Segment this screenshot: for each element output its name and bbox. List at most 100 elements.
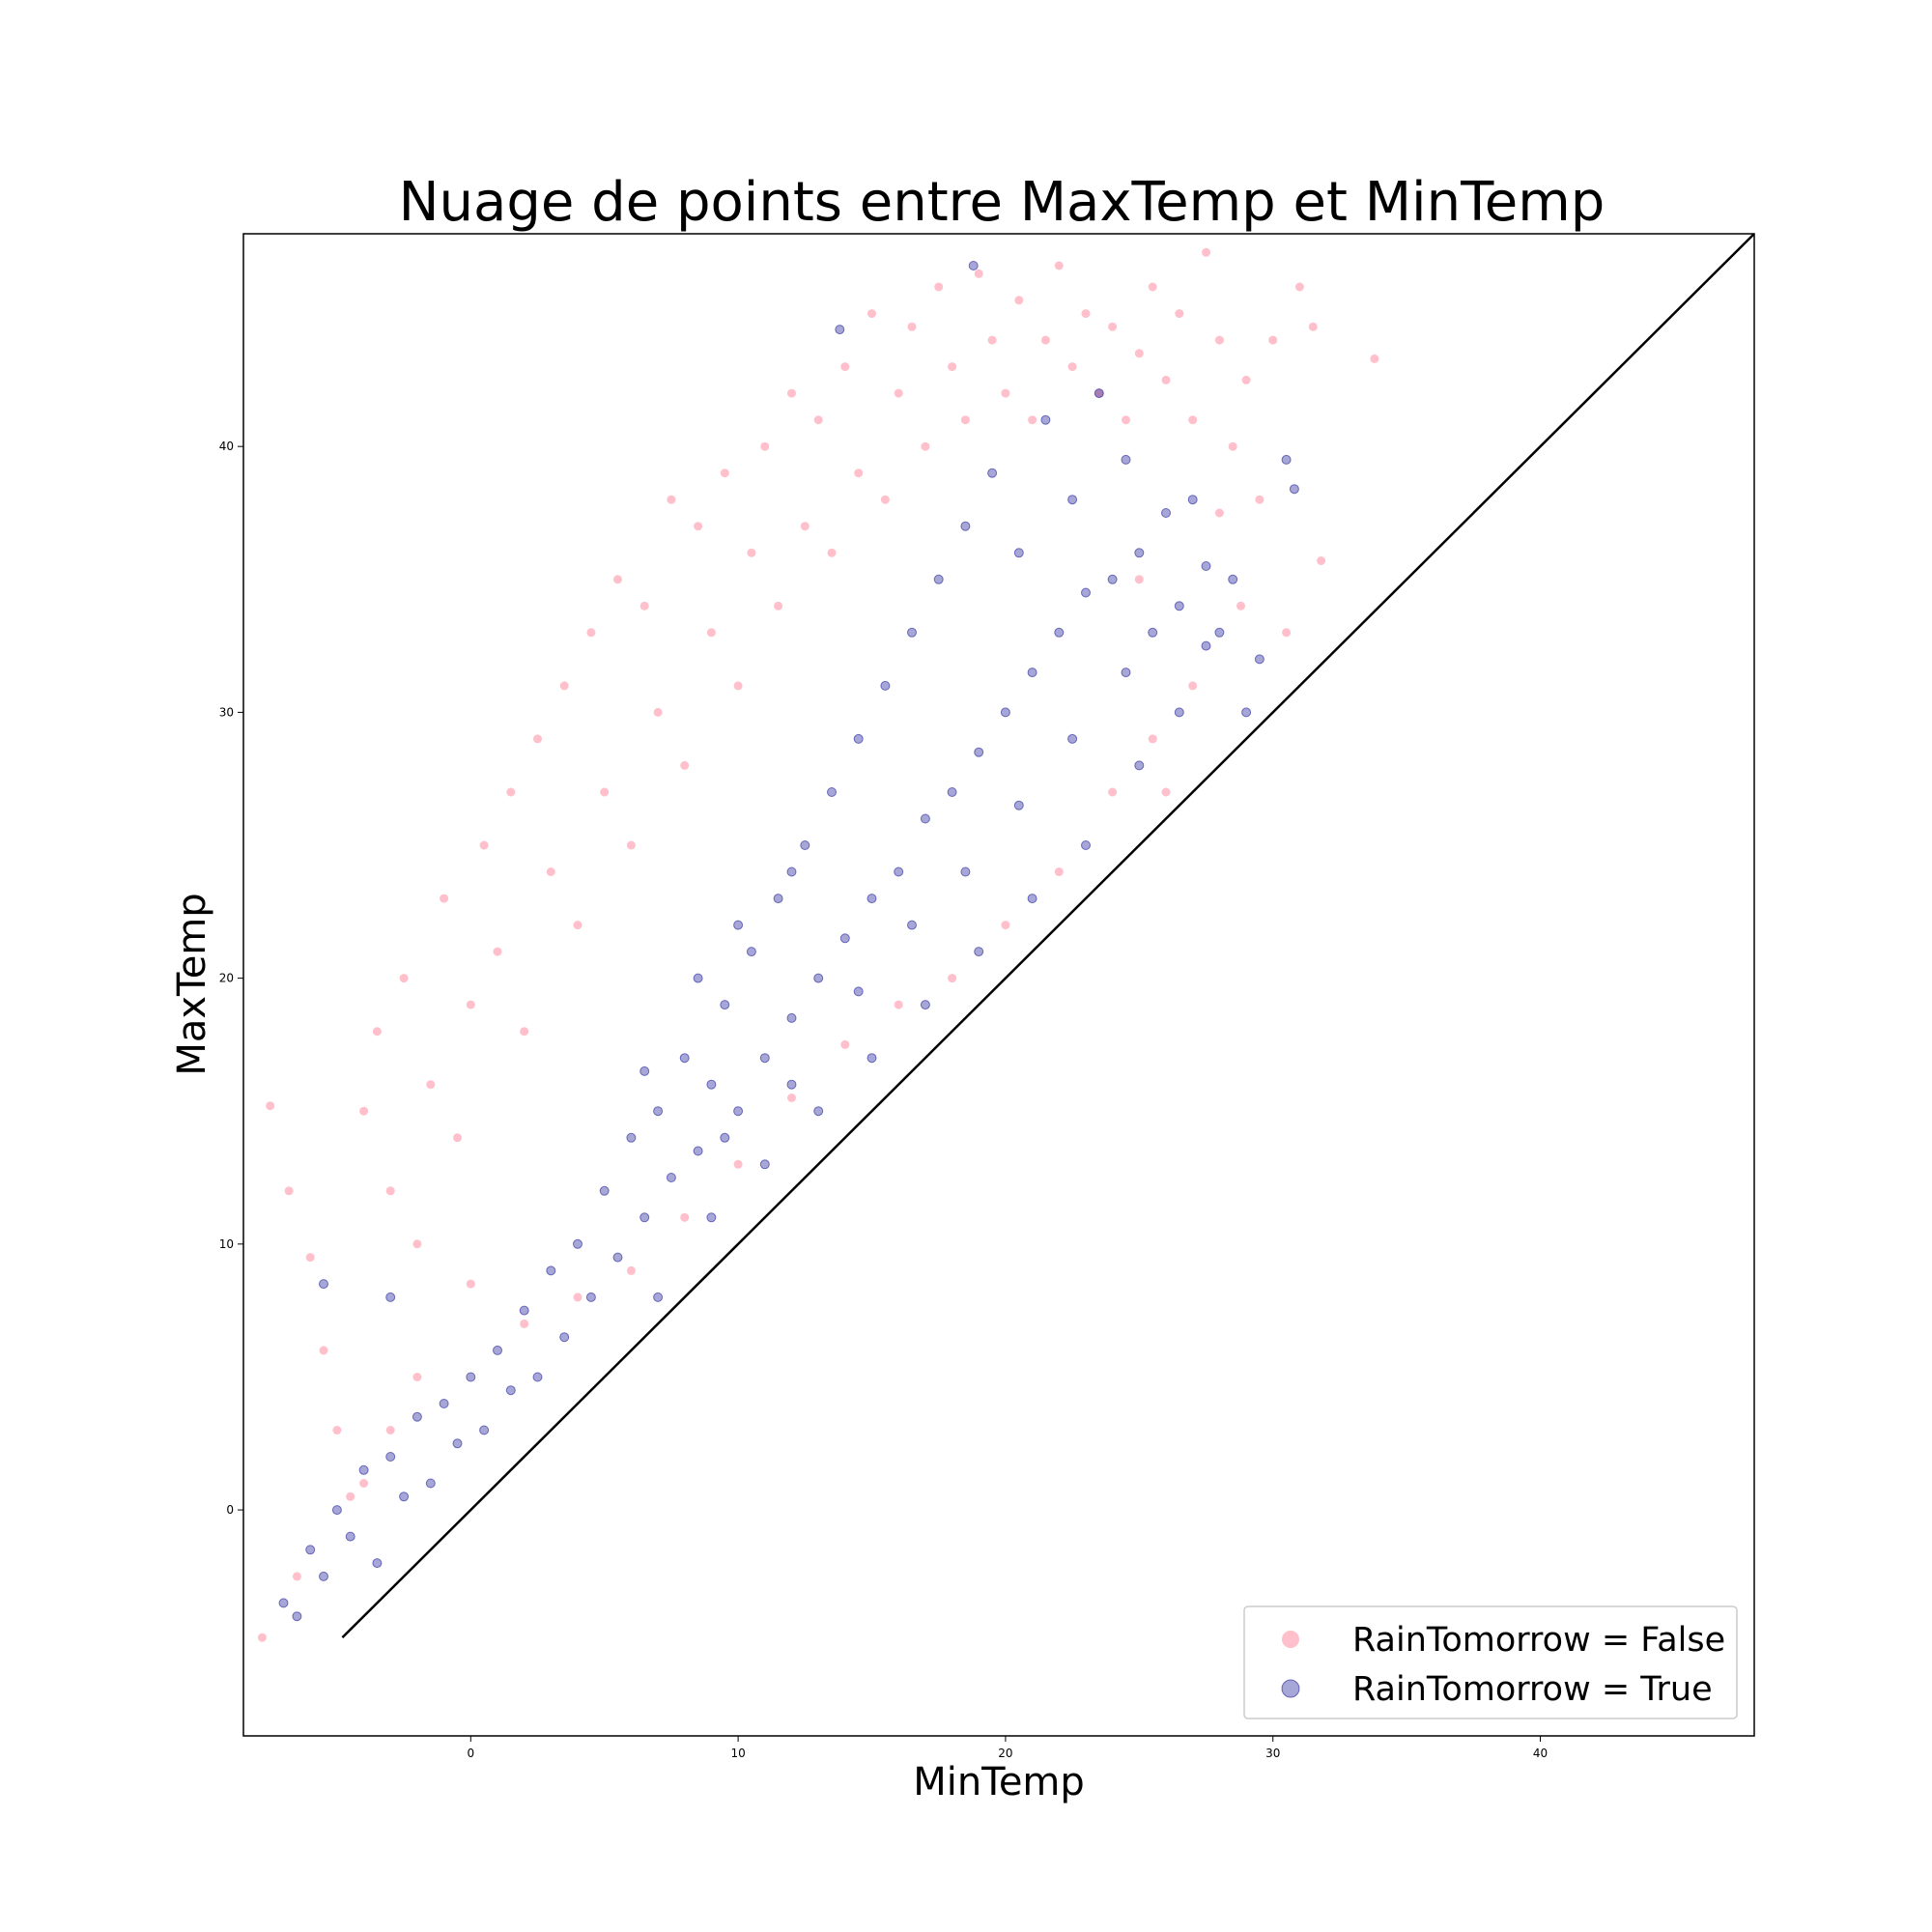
scatter-point — [1289, 484, 1299, 495]
scatter-point — [1174, 601, 1184, 611]
scatter-point — [1094, 388, 1104, 399]
scatter-point — [1081, 309, 1091, 319]
y-ticks: 0 10 20 30 40 — [219, 440, 243, 1517]
y-axis-label: MaxTemp — [170, 893, 214, 1075]
scatter-point — [1108, 787, 1118, 797]
scatter-point — [493, 947, 502, 956]
scatter-point — [466, 1279, 475, 1289]
scatter-point — [1370, 354, 1379, 363]
scatter-point — [1014, 296, 1024, 305]
scatter-point — [706, 1079, 717, 1090]
scatter-point — [519, 1305, 529, 1316]
scatter-point — [854, 469, 864, 478]
scatter-point — [639, 601, 649, 611]
series-rain-true — [278, 261, 1299, 1622]
scatter-point — [1121, 668, 1131, 678]
scatter-point — [1054, 627, 1065, 638]
x-tick-label: 40 — [1533, 1747, 1548, 1760]
scatter-point — [1228, 441, 1237, 451]
scatter-point — [505, 1385, 516, 1396]
scatter-point — [1134, 548, 1145, 558]
scatter-point — [706, 628, 716, 638]
scatter-point — [840, 1039, 850, 1049]
scatter-point — [921, 441, 930, 451]
scatter-point — [827, 787, 837, 797]
scatter-point — [693, 1146, 703, 1156]
scatter-point — [733, 1106, 744, 1117]
scatter-point — [479, 840, 489, 850]
scatter-point — [800, 522, 810, 531]
scatter-point — [1001, 921, 1010, 930]
scatter-point — [1027, 894, 1037, 904]
scatter-point — [1255, 495, 1264, 504]
y-tick-label: 30 — [219, 705, 234, 719]
scatter-point — [372, 1558, 383, 1569]
scatter-point — [1241, 707, 1252, 718]
scatter-point — [358, 1464, 369, 1475]
y-tick-label: 20 — [219, 972, 234, 985]
scatter-point — [626, 840, 636, 850]
scatter-point — [399, 1492, 410, 1502]
scatter-point — [305, 1545, 316, 1555]
scatter-point — [1013, 800, 1024, 810]
legend-label-false: RainTomorrow = False — [1352, 1621, 1725, 1660]
scatter-point — [880, 495, 890, 504]
scatter-point — [1148, 627, 1158, 638]
scatter-point — [453, 1133, 462, 1143]
scatter-point — [639, 1065, 650, 1076]
scatter-point — [573, 1293, 582, 1302]
scatter-point — [1028, 415, 1037, 425]
scatter-point — [1094, 388, 1104, 398]
scatter-point — [774, 601, 783, 611]
scatter-point — [827, 548, 837, 557]
identity-line — [341, 234, 1754, 1639]
x-ticks: 0 10 20 30 40 — [467, 1736, 1548, 1760]
scatter-point — [974, 747, 984, 757]
scatter-point — [894, 1000, 903, 1009]
scatter-point — [894, 867, 904, 877]
scatter-point — [292, 1611, 302, 1622]
scatter-point — [1214, 508, 1224, 518]
scatter-point — [1254, 654, 1264, 665]
chart-title: Nuage de points entre MaxTemp et MinTemp — [399, 171, 1605, 234]
scatter-point — [1067, 733, 1078, 744]
scatter-point — [586, 628, 596, 638]
scatter-point — [506, 787, 516, 797]
scatter-point — [546, 867, 555, 876]
scatter-point — [840, 362, 850, 372]
x-axis-label: MinTemp — [913, 1760, 1085, 1804]
scatter-point — [920, 813, 930, 824]
scatter-point — [385, 1452, 396, 1462]
scatter-point — [653, 707, 663, 717]
scatter-point — [412, 1239, 422, 1249]
scatter-point — [786, 867, 797, 877]
y-tick-label: 40 — [219, 440, 234, 453]
scatter-point — [894, 388, 903, 398]
scatter-point — [907, 920, 917, 930]
scatter-point — [1161, 787, 1171, 797]
scatter-point — [680, 760, 690, 770]
reference-line-layer — [341, 234, 1754, 1639]
scatter-point — [626, 1265, 636, 1275]
scatter-point — [835, 325, 845, 335]
scatter-point — [1188, 415, 1198, 425]
x-tick-label: 10 — [730, 1747, 745, 1760]
scatter-point — [626, 1132, 637, 1143]
scatter-point — [880, 680, 891, 691]
x-tick-label: 30 — [1265, 1747, 1280, 1760]
scatter-point — [292, 1572, 301, 1581]
scatter-point — [1054, 261, 1064, 270]
scatter-point — [974, 947, 984, 957]
scatter-point — [787, 388, 796, 398]
scatter-point — [759, 1159, 770, 1170]
scatter-point — [813, 973, 824, 983]
scatter-point — [266, 1101, 275, 1111]
scatter-point — [426, 1080, 436, 1090]
scatter-point — [960, 521, 971, 531]
scatter-point — [278, 1598, 289, 1608]
scatter-point — [466, 1372, 476, 1382]
scatter-point — [385, 1186, 395, 1196]
scatter-point — [934, 282, 944, 292]
